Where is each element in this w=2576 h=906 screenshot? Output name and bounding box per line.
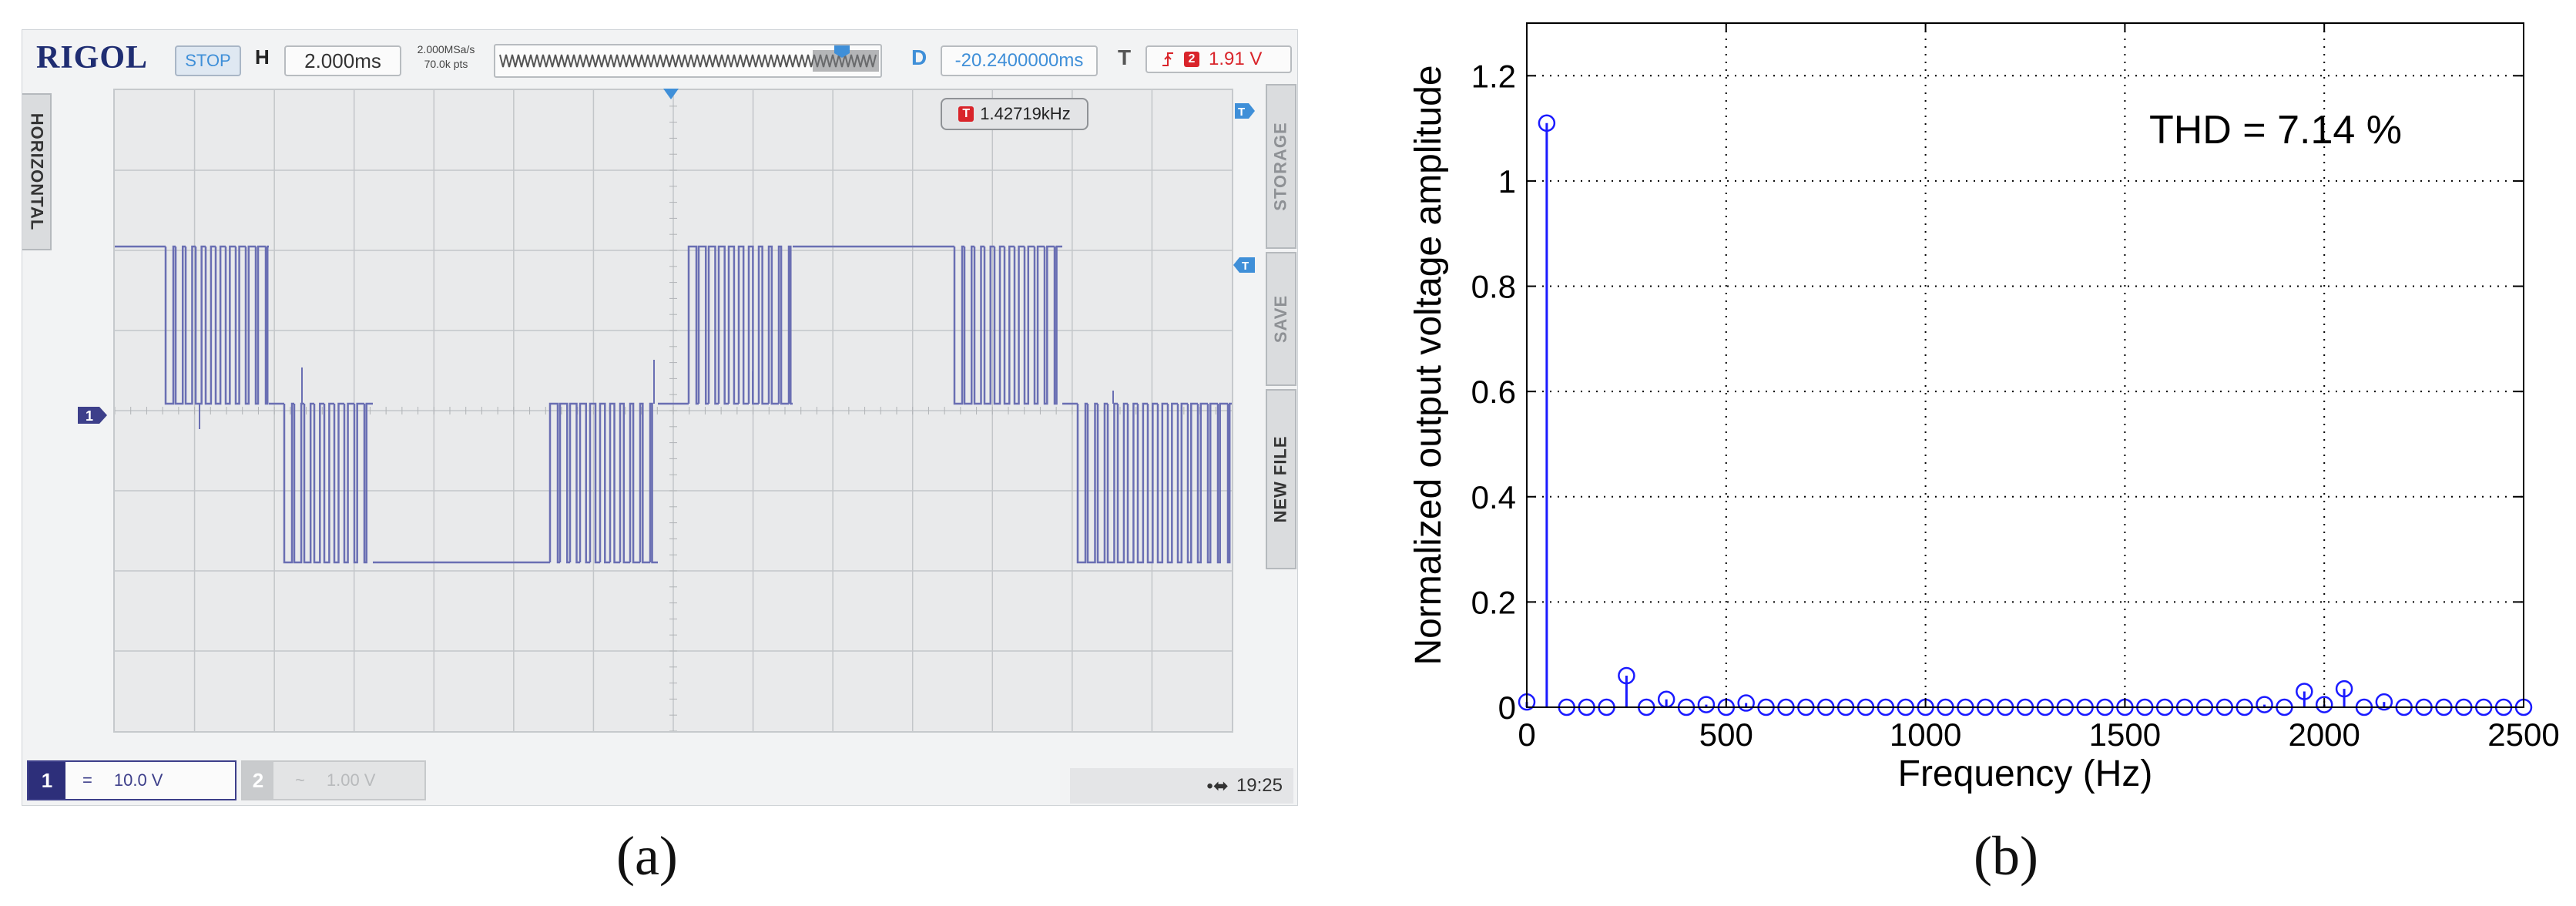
trigger-label: T: [1118, 45, 1132, 69]
thd-annotation: THD = 7.14 %: [2149, 108, 2402, 153]
x-axis-label: Frequency (Hz): [1898, 753, 2153, 794]
trigger-level-marker-top: T: [1235, 103, 1255, 119]
y-axis-label: Normalized output voltage amplitude: [1408, 65, 1449, 665]
channel1-number: 1: [29, 762, 65, 799]
brand-logo: RIGOL: [36, 40, 149, 76]
y-tick-label: 1.2: [1471, 58, 1516, 94]
waveform-trace: [115, 245, 1232, 564]
plot-frame: [1526, 22, 2524, 708]
stem-marker: [2296, 683, 2313, 700]
trigger-setting[interactable]: 2 1.91 V: [1145, 45, 1292, 73]
menu-new-file[interactable]: NEW FILE: [1266, 389, 1296, 569]
clock-time: 19:25: [1236, 775, 1283, 796]
x-tick-label: 1000: [1890, 716, 1961, 753]
acquisition-info: 2.000MSa/s 70.0k pts: [409, 42, 483, 72]
channel2-coupling: ~: [295, 770, 305, 790]
channel1-ground-marker: 1: [78, 407, 107, 424]
y-tick-label: 0.4: [1471, 479, 1516, 515]
timebase-value[interactable]: 2.000ms: [284, 45, 401, 76]
memory-overview-wave: [499, 45, 879, 72]
x-tick-label: 2000: [2288, 716, 2360, 753]
stem-marker: [1618, 666, 1635, 685]
stem-marker: [2256, 696, 2273, 713]
delay-label: D: [911, 45, 927, 69]
frequency-value: 1.42719kHz: [980, 104, 1071, 123]
trigger-position-marker: [663, 89, 679, 99]
y-tick-label: 0.2: [1471, 584, 1516, 620]
waveform-plot: [114, 89, 1232, 732]
status-area: •⬌ 19:25: [1070, 768, 1293, 804]
menu-save[interactable]: SAVE: [1266, 252, 1296, 386]
trigger-level: 1.91 V: [1209, 49, 1263, 69]
panel-b-label: (b): [1974, 825, 2038, 887]
trigger-badge: T: [958, 106, 974, 122]
panel-a-label: (a): [616, 825, 678, 887]
y-tick-label: 0.6: [1471, 374, 1516, 410]
menu-storage[interactable]: STORAGE: [1266, 84, 1296, 249]
oscilloscope-screen: RIGOL STOP H 2.000ms 2.000MSa/s 70.0k pt…: [22, 29, 1298, 806]
stem-marker: [2375, 693, 2393, 711]
channel2-settings[interactable]: 2 ~ 1.00 V: [241, 760, 426, 800]
usb-icon: •⬌: [1206, 775, 1229, 797]
stem-marker: [1737, 694, 1755, 712]
horizontal-label: H: [255, 45, 270, 69]
stem-marker: [2335, 680, 2353, 698]
y-tick-label: 1: [1498, 163, 1516, 200]
trigger-source-badge: 2: [1184, 52, 1199, 67]
x-tick-label: 2500: [2487, 716, 2559, 753]
frequency-counter: T 1.42719kHz: [941, 98, 1088, 130]
channel2-scale: 1.00 V: [326, 770, 376, 790]
x-tick-label: 0: [1518, 716, 1535, 753]
trigger-level-marker: T: [1233, 257, 1255, 273]
stem-marker: [1538, 114, 1556, 133]
rising-edge-icon: [1162, 52, 1173, 66]
x-tick-label: 500: [1699, 716, 1753, 753]
y-tick-label: 0.8: [1471, 269, 1516, 305]
harmonic-spectrum-chart: 0 500 1000 1500 2000 2500 0 0.2 0.4 0.6 0.8 1 1.2 TH…: [1379, 0, 2576, 817]
menu-horizontal[interactable]: HORIZONTAL: [22, 93, 52, 250]
scope-top-bar: RIGOL STOP H 2.000ms 2.000MSa/s 70.0k pt…: [22, 30, 1297, 86]
spectrum-svg: 0 500 1000 1500 2000 2500 0 0.2 0.4 0.6 0.8 1 1.2 TH…: [1408, 22, 2560, 794]
channel1-marker-label: 1: [86, 408, 93, 424]
stem-marker: [1697, 696, 1716, 713]
memory-depth: 70.0k pts: [424, 58, 468, 70]
run-stop-status[interactable]: STOP: [175, 45, 241, 76]
x-tick-label: 1500: [2089, 716, 2161, 753]
scope-bottom-bar: 1 = 10.0 V 2 ~ 1.00 V •⬌ 19:25: [22, 757, 1297, 804]
memory-overview-bar[interactable]: [494, 44, 882, 78]
stem-marker: [2315, 696, 2333, 713]
y-tick-label: 0: [1498, 690, 1516, 726]
svg-text:T: T: [1242, 260, 1249, 273]
channel1-settings[interactable]: 1 = 10.0 V: [27, 760, 236, 800]
delay-value[interactable]: -20.2400000ms: [941, 45, 1098, 76]
channel2-number: 2: [243, 762, 273, 799]
waveform-display: [113, 89, 1233, 733]
svg-text:T: T: [1238, 106, 1245, 119]
channel1-coupling: =: [82, 770, 92, 790]
channel1-scale: 10.0 V: [113, 770, 163, 790]
sample-rate: 2.000MSa/s: [417, 43, 475, 55]
